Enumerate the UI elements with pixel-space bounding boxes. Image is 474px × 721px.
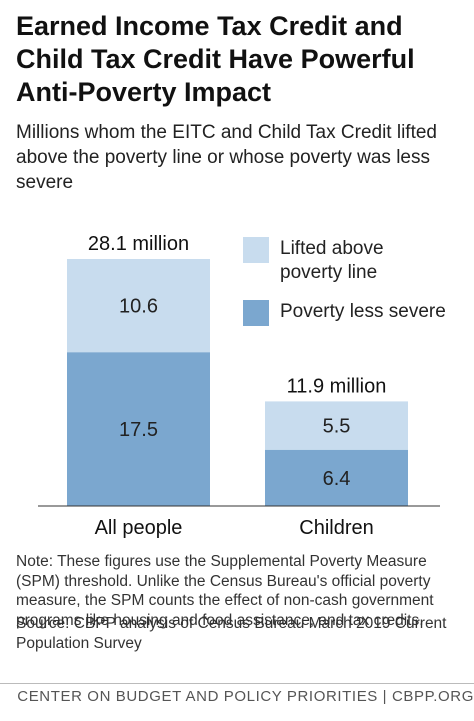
bar-segment	[265, 449, 408, 506]
legend-item: Lifted above poverty line	[243, 237, 474, 285]
legend-swatch	[243, 237, 269, 263]
bar-segment	[67, 352, 210, 506]
value-label: 5.5	[323, 416, 351, 438]
source: Source: CBPP analysis of Census Bureau M…	[16, 615, 447, 652]
bar-segment	[67, 259, 210, 353]
legend-label: Lifted above poverty line	[280, 238, 384, 283]
legend-label: Poverty less severe	[280, 301, 446, 322]
legend-swatch	[243, 300, 269, 326]
legend-item: Poverty less severe	[243, 300, 474, 326]
chart-title: Earned Income Tax Credit and Child Tax C…	[16, 11, 415, 107]
footer: CENTER ON BUDGET AND POLICY PRIORITIES |…	[17, 688, 474, 705]
value-label: 17.5	[119, 419, 158, 441]
x-tick-label: All people	[95, 517, 183, 539]
total-label: 11.9 million	[287, 375, 387, 397]
divider	[0, 683, 474, 684]
subtitle: Millions whom the EITC and Child Tax Cre…	[16, 122, 437, 193]
value-label: 6.4	[323, 468, 351, 490]
total-label: 28.1 million	[88, 233, 189, 255]
note: Note: These figures use the Supplemental…	[16, 553, 434, 629]
value-label: 10.6	[119, 296, 158, 318]
x-tick-label: Children	[299, 517, 373, 539]
bar-segment	[265, 401, 408, 450]
